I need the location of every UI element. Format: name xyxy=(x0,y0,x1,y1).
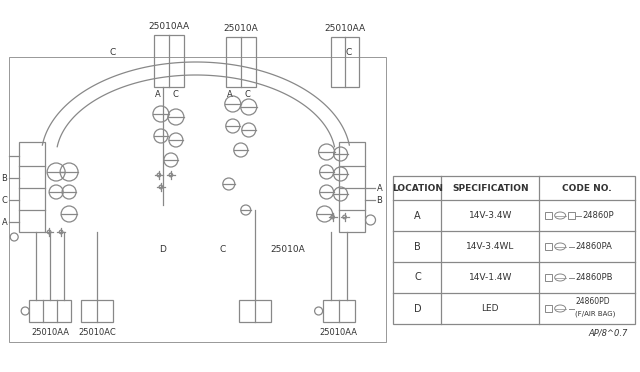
Text: 25010AC: 25010AC xyxy=(78,328,116,337)
Text: 25010AA: 25010AA xyxy=(148,22,189,31)
Bar xyxy=(239,300,271,322)
Text: C: C xyxy=(414,273,421,282)
Text: D: D xyxy=(413,304,421,314)
Text: 25010AA: 25010AA xyxy=(31,328,69,337)
Text: AP/8^0.7: AP/8^0.7 xyxy=(589,329,628,338)
Bar xyxy=(331,37,358,87)
Bar xyxy=(29,300,71,322)
Text: A: A xyxy=(376,183,382,192)
Text: LED: LED xyxy=(481,304,499,313)
Text: CODE NO.: CODE NO. xyxy=(563,183,612,192)
Text: (F/AIR BAG): (F/AIR BAG) xyxy=(575,311,616,317)
Text: 24860P: 24860P xyxy=(582,211,614,220)
Bar xyxy=(394,176,635,324)
Text: SPECIFICATION: SPECIFICATION xyxy=(452,183,529,192)
Bar xyxy=(568,212,575,219)
Text: C: C xyxy=(173,90,179,99)
Bar xyxy=(545,274,552,281)
Bar xyxy=(154,35,184,87)
Text: 14V-3.4WL: 14V-3.4WL xyxy=(466,242,515,251)
Text: A: A xyxy=(1,218,7,227)
Bar xyxy=(545,305,552,312)
Text: 25010AA: 25010AA xyxy=(319,328,358,337)
Text: B: B xyxy=(414,241,421,251)
Bar xyxy=(9,57,387,342)
Bar xyxy=(81,300,113,322)
Text: C: C xyxy=(1,196,7,205)
Text: 25010A: 25010A xyxy=(223,24,258,33)
Text: 14V-1.4W: 14V-1.4W xyxy=(468,273,512,282)
Text: B: B xyxy=(376,196,382,205)
Text: A: A xyxy=(155,90,161,99)
Text: 25010A: 25010A xyxy=(271,245,305,254)
Text: B: B xyxy=(1,173,7,183)
Text: C: C xyxy=(245,90,251,99)
Bar xyxy=(19,142,45,232)
Text: 25010AA: 25010AA xyxy=(324,24,365,33)
Text: LOCATION: LOCATION xyxy=(392,183,443,192)
Bar xyxy=(323,300,355,322)
Bar xyxy=(226,37,256,87)
Text: C: C xyxy=(110,48,116,57)
Text: 24860PD: 24860PD xyxy=(575,298,610,307)
Text: A: A xyxy=(227,90,233,99)
Text: A: A xyxy=(414,211,420,221)
Bar xyxy=(545,243,552,250)
Text: 14V-3.4W: 14V-3.4W xyxy=(468,211,512,220)
Text: 24860PB: 24860PB xyxy=(575,273,612,282)
Bar xyxy=(545,212,552,219)
Text: C: C xyxy=(220,245,226,254)
Text: C: C xyxy=(346,48,352,57)
Text: D: D xyxy=(159,245,166,254)
Text: 24860PA: 24860PA xyxy=(575,242,612,251)
Bar xyxy=(339,142,365,232)
